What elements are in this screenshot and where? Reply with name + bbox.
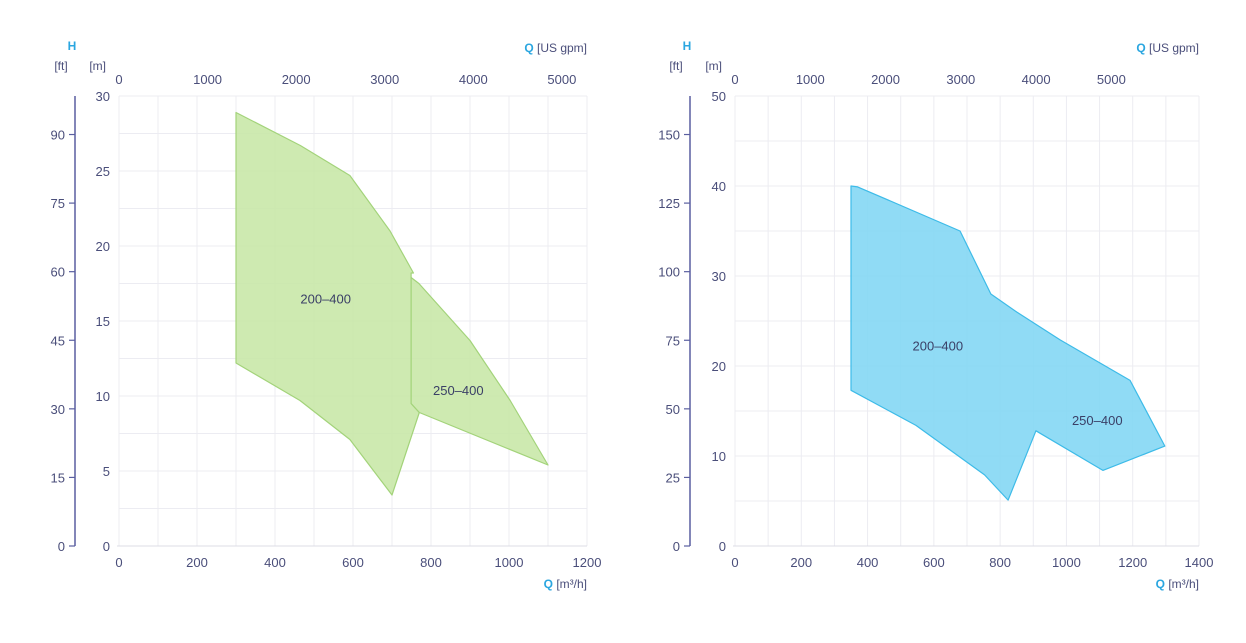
gpm-tick-label: 5000 (1097, 72, 1126, 87)
y-tick-label-ft: 0 (673, 539, 680, 554)
x2-axis-symbol: Q (524, 41, 537, 55)
y-axis-symbol: H (683, 39, 692, 53)
y-tick-label-ft: 90 (51, 128, 65, 143)
y-tick-label-m: 5 (103, 464, 110, 479)
x-tick-label: 0 (115, 555, 122, 570)
x-axis-title: Q [m³/h] (544, 577, 587, 591)
x-axis-units: [m³/h] (556, 577, 587, 591)
series-label: 250–400 (433, 383, 484, 398)
x-tick-label: 400 (264, 555, 286, 570)
x2-axis-units: [US gpm] (1149, 41, 1199, 55)
y-tick-label-m: 30 (96, 89, 110, 104)
x-axis-symbol: Q (544, 577, 557, 591)
x-tick-label: 800 (989, 555, 1011, 570)
x-tick-label: 1000 (1052, 555, 1081, 570)
series-label: 250–400 (1072, 413, 1123, 428)
y-tick-label-ft: 15 (51, 470, 65, 485)
x-axis-units: [m³/h] (1168, 577, 1199, 591)
y-units-m: [m] (705, 59, 722, 73)
gpm-tick-label: 1000 (796, 72, 825, 87)
y-tick-label-m: 30 (712, 269, 726, 284)
y-tick-label-m: 50 (712, 89, 726, 104)
y-tick-label-ft: 150 (658, 128, 680, 143)
y-tick-label-ft: 30 (51, 402, 65, 417)
x-tick-label: 1000 (495, 555, 524, 570)
x-axis-symbol: Q (1156, 577, 1169, 591)
y-tick-label-ft: 0 (58, 539, 65, 554)
y-tick-label-ft: 75 (666, 333, 680, 348)
x-tick-label: 1400 (1185, 555, 1214, 570)
y-units-ft: [ft] (669, 59, 682, 73)
y-tick-label-ft: 25 (666, 470, 680, 485)
x-tick-label: 200 (790, 555, 812, 570)
gpm-tick-label: 2000 (871, 72, 900, 87)
x-tick-label: 200 (186, 555, 208, 570)
gpm-tick-label: 4000 (459, 72, 488, 87)
y-tick-label-m: 0 (103, 539, 110, 554)
y-tick-label-m: 25 (96, 164, 110, 179)
series-label: 200–400 (913, 338, 964, 353)
x-tick-label: 1200 (573, 555, 602, 570)
y-units-ft: [ft] (54, 59, 67, 73)
y-axis-symbol: H (68, 39, 77, 53)
y-tick-label-m: 0 (719, 539, 726, 554)
x-tick-label: 0 (731, 555, 738, 570)
gpm-tick-label: 3000 (946, 72, 975, 87)
y-tick-label-ft: 100 (658, 265, 680, 280)
y-units-m: [m] (89, 59, 106, 73)
gpm-tick-label: 5000 (547, 72, 576, 87)
x-tick-label: 600 (342, 555, 364, 570)
series-label: 200–400 (300, 292, 351, 307)
y-tick-label-ft: 125 (658, 196, 680, 211)
operating-range-area (410, 276, 549, 466)
y-tick-label-ft: 45 (51, 333, 65, 348)
y-tick-label-m: 15 (96, 314, 110, 329)
gpm-tick-label: 1000 (193, 72, 222, 87)
gpm-tick-label: 3000 (370, 72, 399, 87)
y-tick-label-ft: 75 (51, 196, 65, 211)
gpm-tick-label: 0 (731, 72, 738, 87)
y-tick-label-ft: 60 (51, 265, 65, 280)
gpm-tick-label: 0 (115, 72, 122, 87)
x-axis-title: Q [m³/h] (1156, 577, 1199, 591)
operating-range-area (850, 185, 1166, 501)
gpm-tick-label: 4000 (1022, 72, 1051, 87)
gpm-tick-label: 2000 (282, 72, 311, 87)
x-tick-label: 1200 (1118, 555, 1147, 570)
x2-axis-title: Q [US gpm] (1136, 41, 1199, 55)
y-tick-label-m: 40 (712, 179, 726, 194)
x2-axis-title: Q [US gpm] (524, 41, 587, 55)
y-tick-label-m: 10 (712, 449, 726, 464)
x2-axis-symbol: Q (1136, 41, 1149, 55)
y-tick-label-m: 20 (96, 239, 110, 254)
x-tick-label: 600 (923, 555, 945, 570)
y-tick-label-ft: 50 (666, 402, 680, 417)
y-tick-label-m: 10 (96, 389, 110, 404)
x-tick-label: 800 (420, 555, 442, 570)
y-tick-label-m: 20 (712, 359, 726, 374)
x-tick-label: 400 (857, 555, 879, 570)
x2-axis-units: [US gpm] (537, 41, 587, 55)
